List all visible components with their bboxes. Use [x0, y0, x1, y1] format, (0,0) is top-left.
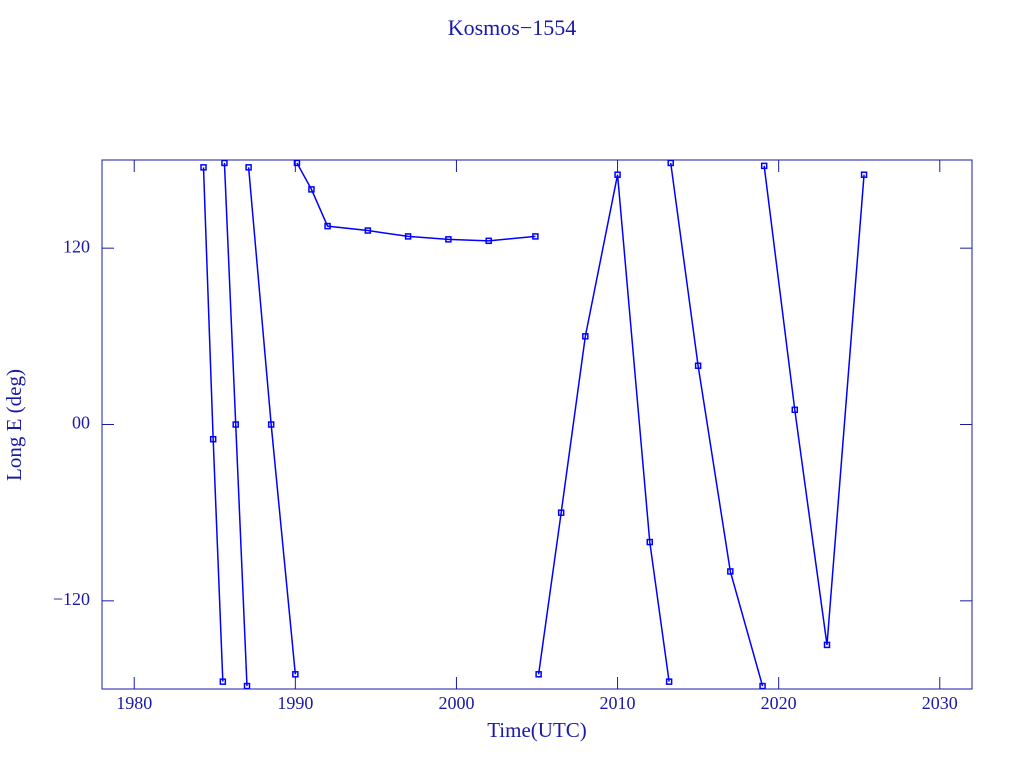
- data-point: [293, 160, 301, 167]
- data-point: [759, 682, 766, 689]
- data-point: [200, 164, 207, 171]
- data-point: [532, 233, 539, 240]
- data-point: [694, 362, 702, 369]
- data-point: [665, 678, 673, 685]
- data-point: [267, 421, 275, 428]
- data-point: [445, 236, 452, 243]
- data-point: [760, 162, 768, 170]
- x-tick-label: 2010: [600, 693, 636, 713]
- y-tick-label: 00: [72, 413, 90, 433]
- data-point: [582, 333, 589, 340]
- data-point: [823, 641, 831, 649]
- data-point: [614, 171, 621, 178]
- data-point: [557, 509, 565, 516]
- x-tick-label: 1980: [116, 693, 152, 713]
- data-point: [221, 160, 228, 167]
- y-tick-label: −120: [53, 589, 90, 609]
- plot-area: [200, 160, 868, 689]
- data-point: [727, 568, 734, 575]
- data-point: [232, 421, 239, 428]
- data-point: [535, 671, 542, 678]
- x-tick-label: 2030: [922, 693, 958, 713]
- y-tick-label: 120: [63, 236, 90, 256]
- data-point: [245, 164, 252, 171]
- data-point: [646, 538, 654, 546]
- x-axis-label: Time(UTC): [487, 718, 587, 742]
- data-point: [209, 435, 217, 443]
- data-point: [324, 222, 331, 230]
- data-point: [404, 233, 412, 240]
- x-tick-label: 2020: [761, 693, 797, 713]
- data-point: [667, 160, 674, 167]
- series-line: [202, 162, 865, 687]
- data-point: [364, 227, 372, 234]
- data-point: [791, 406, 799, 414]
- y-axis-label: Long E (deg): [2, 369, 26, 481]
- data-point: [292, 671, 299, 678]
- data-point: [860, 171, 868, 178]
- data-point: [243, 682, 251, 689]
- data-point: [219, 678, 227, 685]
- chart-title: Kosmos−1554: [448, 15, 577, 40]
- data-point: [308, 186, 315, 193]
- x-tick-label: 2000: [438, 693, 474, 713]
- x-tick-label: 1990: [277, 693, 313, 713]
- data-point: [485, 237, 492, 245]
